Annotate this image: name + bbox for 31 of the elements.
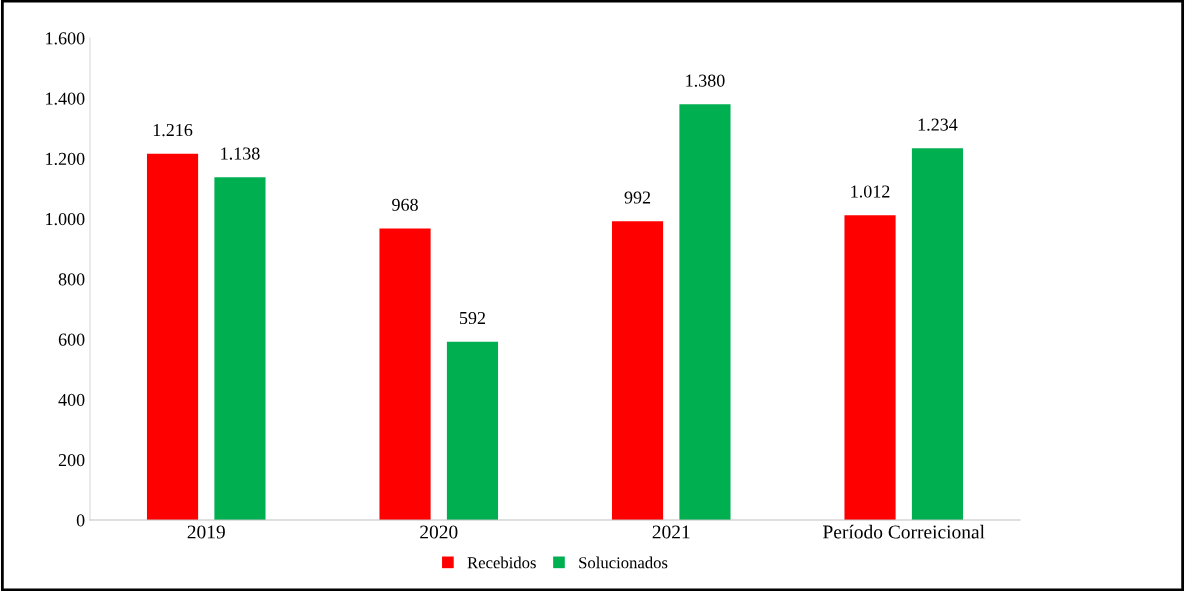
bar [379,228,431,520]
bar [611,221,664,520]
legend-label: Recebidos [467,556,536,569]
x-tick-label: 2019 [187,525,225,539]
y-tick-label: 1.200 [46,152,85,166]
x-tick-label: Período Correicional [823,524,985,539]
data-label: 992 [624,191,651,204]
y-tick-label: 400 [58,393,85,406]
legend-label: Solucionados [579,556,668,569]
data-label: 1.216 [153,123,193,137]
x-tick-label: 2021 [652,525,690,539]
y-tick-label: 200 [58,454,85,467]
data-label: 592 [459,311,486,325]
bar [446,341,499,520]
data-label: 968 [392,198,418,211]
data-label: 1.234 [918,118,958,131]
data-label: 1.380 [686,74,725,87]
bar [911,148,964,520]
y-tick-label: 600 [58,333,85,346]
data-label: 1.138 [221,147,260,160]
x-tick-label: 2020 [420,525,458,539]
bar [679,104,731,520]
bar [146,153,199,520]
y-tick-label: 0 [76,514,85,527]
bar [214,177,266,520]
bar [844,215,896,520]
y-tick-label: 1.000 [46,213,85,226]
y-tick-label: 1.400 [46,92,85,105]
data-label: 1.012 [851,185,890,198]
y-tick-label: 800 [58,273,85,286]
y-tick-label: 1.600 [46,32,85,45]
